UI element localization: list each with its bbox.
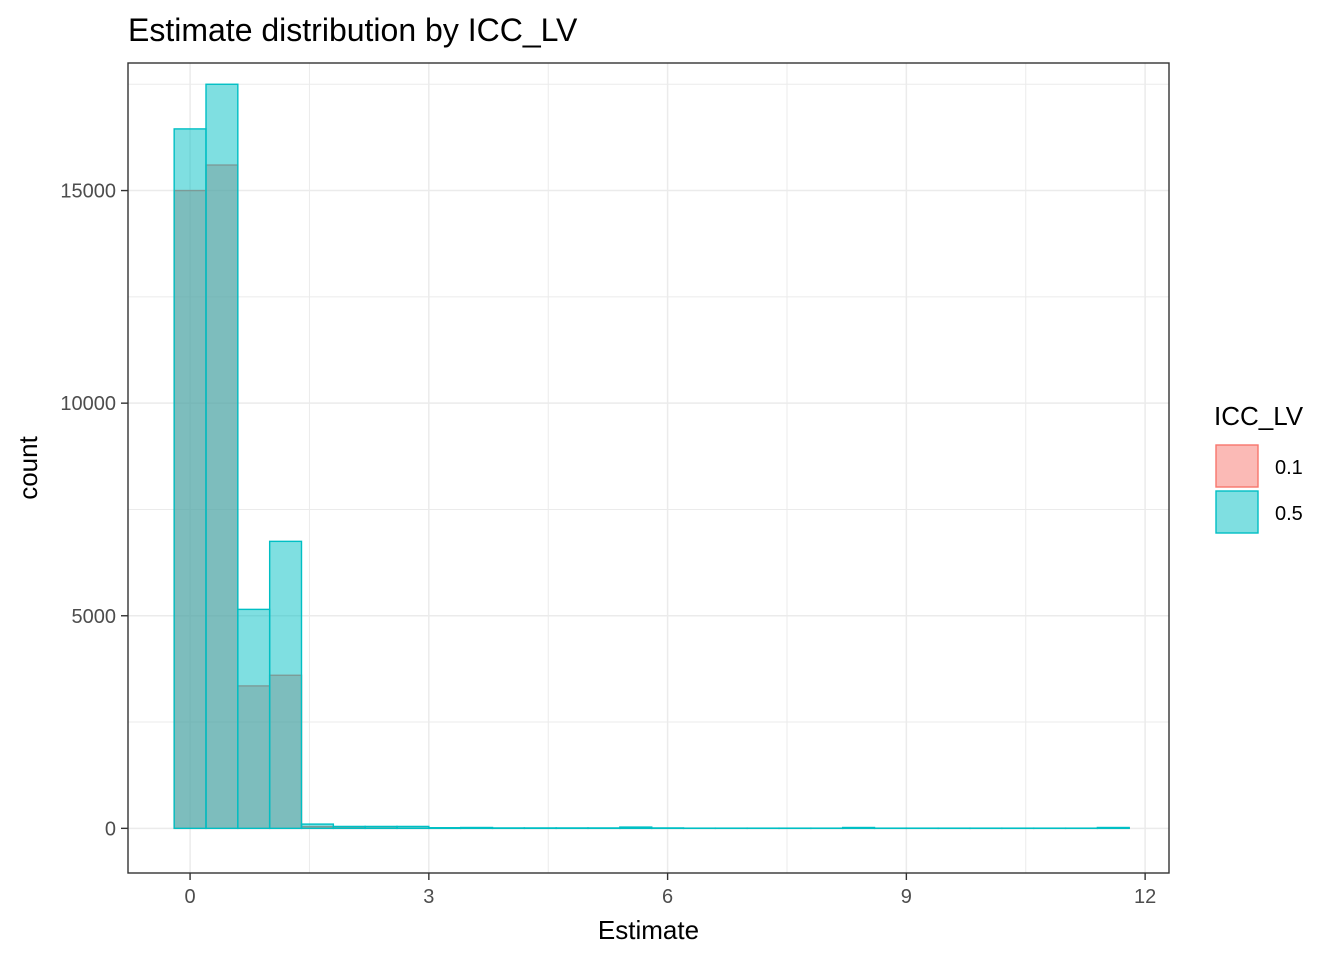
x-tick-label: 3 (423, 886, 434, 908)
histogram-bar (205, 83, 239, 830)
legend: ICC_LV 0.1 0.5 (1214, 401, 1304, 534)
legend-swatch (1215, 444, 1259, 488)
x-axis-title: Estimate (598, 915, 699, 945)
y-tick-label: 15000 (60, 181, 116, 203)
histogram-bar (173, 128, 207, 830)
y-tick-label: 0 (105, 818, 116, 840)
chart-title: Estimate distribution by ICC_LV (128, 12, 578, 48)
series-0.5 (173, 83, 1130, 830)
x-tick-label: 0 (185, 886, 196, 908)
x-tick-label: 6 (662, 886, 673, 908)
y-tick-label: 10000 (60, 393, 116, 415)
histogram-bar (364, 825, 398, 830)
histogram-bar (396, 825, 430, 830)
legend-title: ICC_LV (1214, 401, 1304, 431)
histogram-bar (459, 826, 494, 830)
axis-ticks: 0 3 6 9 12 0 5000 10000 15000 (60, 181, 1156, 908)
histogram-bar (619, 826, 653, 830)
legend-items: 0.1 0.5 (1215, 444, 1303, 534)
legend-label: 0.5 (1275, 503, 1303, 525)
legend-item: 0.1 (1215, 444, 1303, 488)
legend-item: 0.5 (1215, 490, 1303, 534)
histogram-bar (300, 823, 335, 830)
histogram-bar (428, 827, 462, 830)
histogram-bars (173, 83, 1130, 830)
x-tick-label: 12 (1134, 886, 1156, 908)
histogram-bar (332, 825, 366, 830)
histogram-bar (237, 608, 271, 830)
legend-swatch (1215, 490, 1259, 534)
panel-border (127, 62, 1170, 874)
histogram-bar (1096, 826, 1130, 830)
legend-label: 0.1 (1275, 457, 1303, 479)
x-tick-label: 9 (901, 886, 912, 908)
histogram-bar (841, 826, 876, 830)
y-axis-title: count (13, 435, 43, 499)
histogram-bar (268, 540, 303, 830)
y-tick-label: 5000 (72, 606, 117, 628)
